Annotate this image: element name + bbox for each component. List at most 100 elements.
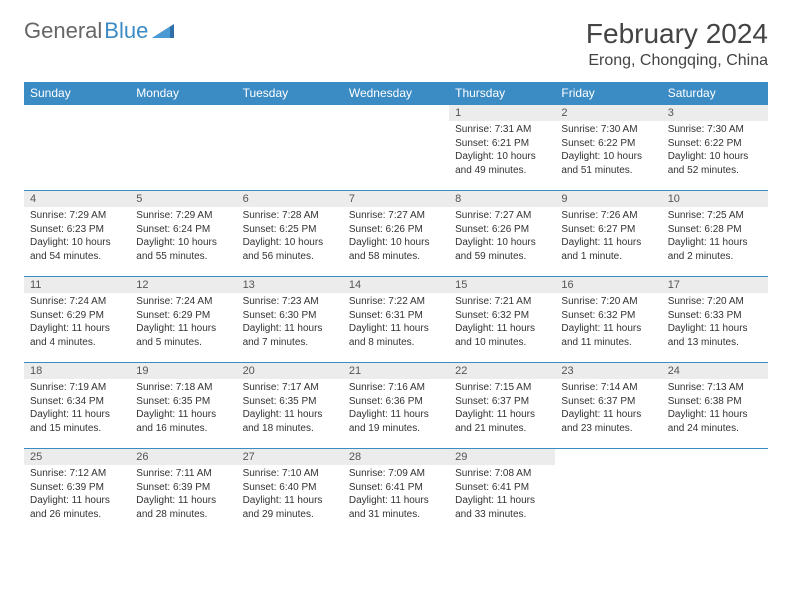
sunset-text: Sunset: 6:41 PM (455, 481, 549, 495)
day-number: 11 (24, 277, 130, 293)
day-content: Sunrise: 7:13 AMSunset: 6:38 PMDaylight:… (662, 379, 768, 439)
sunset-text: Sunset: 6:36 PM (349, 395, 443, 409)
sunrise-text: Sunrise: 7:11 AM (136, 467, 230, 481)
calendar-day-cell: 19 Sunrise: 7:18 AMSunset: 6:35 PMDayligh… (130, 363, 236, 449)
calendar-day-cell (130, 105, 236, 191)
daylight-text: Daylight: 10 hours and 56 minutes. (243, 236, 337, 263)
day-content: Sunrise: 7:30 AMSunset: 6:22 PMDaylight:… (555, 121, 661, 181)
day-content: Sunrise: 7:20 AMSunset: 6:32 PMDaylight:… (555, 293, 661, 353)
day-content: Sunrise: 7:15 AMSunset: 6:37 PMDaylight:… (449, 379, 555, 439)
daylight-text: Daylight: 11 hours and 10 minutes. (455, 322, 549, 349)
calendar-day-cell: 10Sunrise: 7:25 AMSunset: 6:28 PMDayligh… (662, 191, 768, 277)
logo-text-general: General (24, 18, 102, 44)
day-number: 7 (343, 191, 449, 207)
sunset-text: Sunset: 6:38 PM (668, 395, 762, 409)
day-content: Sunrise: 7:31 AMSunset: 6:21 PMDaylight:… (449, 121, 555, 181)
sunset-text: Sunset: 6:27 PM (561, 223, 655, 237)
day-number: 19 (130, 363, 236, 379)
calendar-day-cell: 13Sunrise: 7:23 AMSunset: 6:30 PMDayligh… (237, 277, 343, 363)
day-content: Sunrise: 7:10 AMSunset: 6:40 PMDaylight:… (237, 465, 343, 525)
calendar-day-cell: 16Sunrise: 7:20 AMSunset: 6:32 PMDayligh… (555, 277, 661, 363)
calendar-day-cell: 17Sunrise: 7:20 AMSunset: 6:33 PMDayligh… (662, 277, 768, 363)
calendar-day-cell: 29Sunrise: 7:08 AMSunset: 6:41 PMDayligh… (449, 449, 555, 535)
sunrise-text: Sunrise: 7:26 AM (561, 209, 655, 223)
daylight-text: Daylight: 11 hours and 1 minute. (561, 236, 655, 263)
calendar-day-cell: 5Sunrise: 7:29 AMSunset: 6:24 PMDaylight… (130, 191, 236, 277)
calendar-day-cell: 6Sunrise: 7:28 AMSunset: 6:25 PMDaylight… (237, 191, 343, 277)
sunrise-text: Sunrise: 7:08 AM (455, 467, 549, 481)
sunset-text: Sunset: 6:30 PM (243, 309, 337, 323)
day-content: Sunrise: 7:16 AMSunset: 6:36 PMDaylight:… (343, 379, 449, 439)
day-content: Sunrise: 7:22 AMSunset: 6:31 PMDaylight:… (343, 293, 449, 353)
sunrise-text: Sunrise: 7:16 AM (349, 381, 443, 395)
day-number: 13 (237, 277, 343, 293)
calendar-day-cell: 14Sunrise: 7:22 AMSunset: 6:31 PMDayligh… (343, 277, 449, 363)
day-number: 25 (24, 449, 130, 465)
sunset-text: Sunset: 6:39 PM (136, 481, 230, 495)
calendar-day-cell: 4Sunrise: 7:29 AMSunset: 6:23 PMDaylight… (24, 191, 130, 277)
day-number: 3 (662, 105, 768, 121)
calendar-week-row: 4Sunrise: 7:29 AMSunset: 6:23 PMDaylight… (24, 191, 768, 277)
sunrise-text: Sunrise: 7:27 AM (349, 209, 443, 223)
calendar-day-cell (24, 105, 130, 191)
sunset-text: Sunset: 6:24 PM (136, 223, 230, 237)
day-header: Sunday (24, 82, 130, 105)
sunrise-text: Sunrise: 7:25 AM (668, 209, 762, 223)
calendar-day-cell: 22Sunrise: 7:15 AMSunset: 6:37 PMDayligh… (449, 363, 555, 449)
daylight-text: Daylight: 10 hours and 55 minutes. (136, 236, 230, 263)
calendar-day-cell: 15Sunrise: 7:21 AMSunset: 6:32 PMDayligh… (449, 277, 555, 363)
sunset-text: Sunset: 6:41 PM (349, 481, 443, 495)
daylight-text: Daylight: 11 hours and 2 minutes. (668, 236, 762, 263)
sunrise-text: Sunrise: 7:29 AM (30, 209, 124, 223)
day-content: Sunrise: 7:24 AMSunset: 6:29 PMDaylight:… (24, 293, 130, 353)
day-content: Sunrise: 7:28 AMSunset: 6:25 PMDaylight:… (237, 207, 343, 267)
day-content: Sunrise: 7:23 AMSunset: 6:30 PMDaylight:… (237, 293, 343, 353)
daylight-text: Daylight: 11 hours and 5 minutes. (136, 322, 230, 349)
sunrise-text: Sunrise: 7:18 AM (136, 381, 230, 395)
sunrise-text: Sunrise: 7:27 AM (455, 209, 549, 223)
calendar-day-cell (555, 449, 661, 535)
day-number: 23 (555, 363, 661, 379)
calendar-day-cell (237, 105, 343, 191)
day-header: Friday (555, 82, 661, 105)
day-number: 2 (555, 105, 661, 121)
sunset-text: Sunset: 6:31 PM (349, 309, 443, 323)
sunset-text: Sunset: 6:34 PM (30, 395, 124, 409)
daylight-text: Daylight: 11 hours and 31 minutes. (349, 494, 443, 521)
daylight-text: Daylight: 11 hours and 29 minutes. (243, 494, 337, 521)
sunset-text: Sunset: 6:37 PM (561, 395, 655, 409)
sunset-text: Sunset: 6:29 PM (136, 309, 230, 323)
day-content: Sunrise: 7:20 AMSunset: 6:33 PMDaylight:… (662, 293, 768, 353)
calendar-day-cell: 9Sunrise: 7:26 AMSunset: 6:27 PMDaylight… (555, 191, 661, 277)
calendar-week-row: 25Sunrise: 7:12 AMSunset: 6:39 PMDayligh… (24, 449, 768, 535)
logo-text-blue: Blue (104, 18, 148, 44)
location-label: Erong, Chongqing, China (586, 52, 768, 70)
daylight-text: Daylight: 11 hours and 15 minutes. (30, 408, 124, 435)
sunset-text: Sunset: 6:29 PM (30, 309, 124, 323)
day-content: Sunrise: 7:14 AMSunset: 6:37 PMDaylight:… (555, 379, 661, 439)
day-content: Sunrise: 7:24 AMSunset: 6:29 PMDaylight:… (130, 293, 236, 353)
day-content: Sunrise: 7:11 AMSunset: 6:39 PMDaylight:… (130, 465, 236, 525)
calendar-day-cell: 28Sunrise: 7:09 AMSunset: 6:41 PMDayligh… (343, 449, 449, 535)
calendar-day-cell: 24Sunrise: 7:13 AMSunset: 6:38 PMDayligh… (662, 363, 768, 449)
sunrise-text: Sunrise: 7:31 AM (455, 123, 549, 137)
daylight-text: Daylight: 11 hours and 8 minutes. (349, 322, 443, 349)
calendar-day-cell: 8Sunrise: 7:27 AMSunset: 6:26 PMDaylight… (449, 191, 555, 277)
sunrise-text: Sunrise: 7:15 AM (455, 381, 549, 395)
day-number: 20 (237, 363, 343, 379)
calendar-day-cell: 18Sunrise: 7:19 AMSunset: 6:34 PMDayligh… (24, 363, 130, 449)
sunrise-text: Sunrise: 7:21 AM (455, 295, 549, 309)
day-number: 27 (237, 449, 343, 465)
daylight-text: Daylight: 11 hours and 16 minutes. (136, 408, 230, 435)
day-number: 16 (555, 277, 661, 293)
day-content: Sunrise: 7:29 AMSunset: 6:23 PMDaylight:… (24, 207, 130, 267)
daylight-text: Daylight: 11 hours and 7 minutes. (243, 322, 337, 349)
sunset-text: Sunset: 6:35 PM (136, 395, 230, 409)
month-title: February 2024 (586, 18, 768, 50)
sunrise-text: Sunrise: 7:29 AM (136, 209, 230, 223)
daylight-text: Daylight: 11 hours and 13 minutes. (668, 322, 762, 349)
calendar-table: Sunday Monday Tuesday Wednesday Thursday… (24, 82, 768, 535)
sunset-text: Sunset: 6:39 PM (30, 481, 124, 495)
day-header: Thursday (449, 82, 555, 105)
daylight-text: Daylight: 11 hours and 21 minutes. (455, 408, 549, 435)
